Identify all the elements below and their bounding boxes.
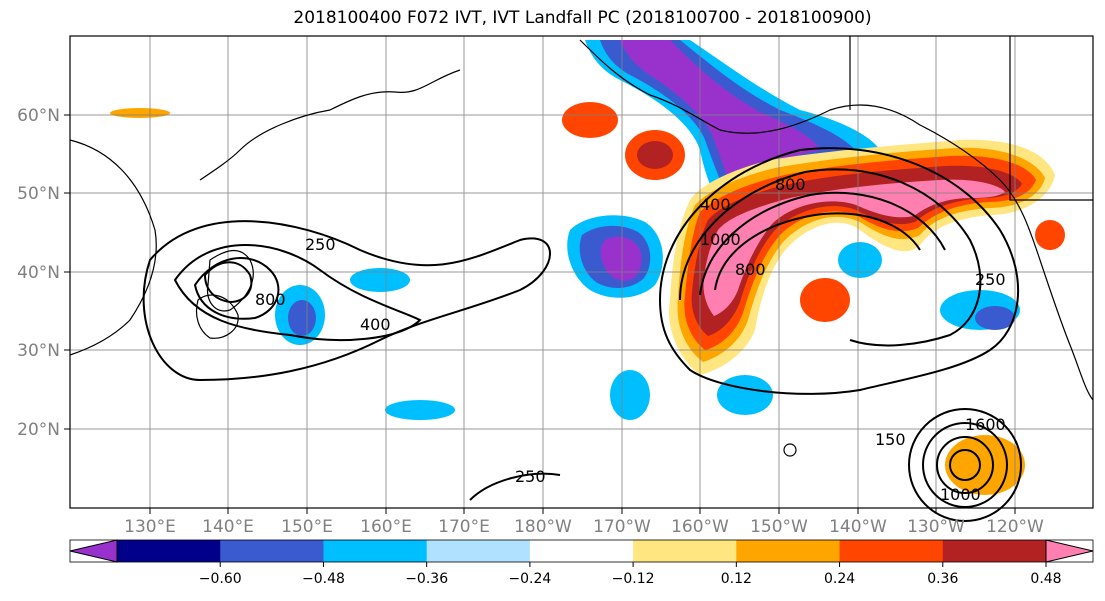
contour-250-south [469,472,561,501]
colorbar-tick-label: −0.60 [199,571,242,587]
lon-label: 130°W [907,517,965,537]
lon-label: 180°W [514,517,572,537]
lon-label: 160°E [360,517,412,537]
japan-honshu [195,294,239,339]
contour-800-east [699,191,946,296]
colorbar-segment [942,540,1047,562]
colorbar-segment [529,540,634,562]
colorbar-extend-high [1045,539,1094,563]
ivt-contours [142,147,1022,522]
hawaii [783,443,797,457]
lat-label: 20°N [17,420,60,440]
colorbar-segment [220,540,324,562]
colorbar-segment [736,540,841,562]
neg-blob-japan-core [288,300,316,336]
colorbar-tick-label: 0.24 [824,571,855,587]
contour-250-east [658,147,1020,395]
lon-label: 140°E [202,517,254,537]
neg-blob-nw1 [350,268,410,292]
map-title: 2018100400 F072 IVT, IVT Landfall PC (20… [293,8,872,28]
lat-label: 50°N [17,184,60,204]
contour-hurricane-1 [949,449,981,481]
colorbar-segment [117,540,221,562]
contour-label-800-e2: 800 [735,260,766,279]
contour-label-800-w: 800 [255,290,286,309]
lon-label: 120°W [986,517,1044,537]
colorbar-tick-label: −0.12 [612,571,655,587]
colorbar-segment [839,540,944,562]
lon-label: 160°W [671,517,729,537]
colorbar-tick-label: −0.24 [508,571,551,587]
pos-blob-bering [562,102,618,138]
neg-blob-hawaii [610,370,650,420]
coastlines [69,36,1094,457]
lon-label: 170°W [593,517,651,537]
border-canada [1009,36,1093,201]
lon-label: 170°E [438,517,490,537]
siberia-coast [199,69,461,181]
lon-label: 150°E [281,517,333,537]
lat-label: 30°N [17,341,60,361]
contour-400-west [173,244,422,341]
pos-blob-ne-pac [800,278,850,322]
contour-label-1000-s: 1000 [940,485,981,504]
contour-label-150: 150 [875,430,906,449]
contour-800-west [193,257,280,320]
neg-blob-cp-core [600,236,642,281]
colorbar: −0.60 −0.48 −0.36 −0.24 −0.12 0.12 0.24 0.36 0.4… [69,539,1094,587]
colorbar-frame [69,539,1094,563]
contour-label-1000-e: 1000 [700,230,741,249]
colorbar-segment [426,540,531,562]
colorbar-tick-label: 0.48 [1030,571,1061,587]
contour-label-400-w: 400 [360,315,391,334]
contour-hurricane-4 [908,408,1022,522]
lon-label: 150°W [750,517,808,537]
pos-blob-far-nw [110,108,170,118]
axis-ticks [64,114,1016,514]
japan-hokkaido [206,250,254,312]
contour-1000-west [203,261,253,304]
colorbar-tick-label: −0.48 [302,571,345,587]
contour-400-east [679,168,982,347]
colorbar-segment [633,540,737,562]
neg-blob-subtropic [717,375,773,415]
contour-250-west [142,220,551,382]
contour-label-800-e: 800 [775,175,806,194]
lon-labels: 130°E 140°E 150°E 160°E 170°E 180°W 170°… [124,517,1044,537]
lat-label: 40°N [17,263,60,283]
lat-label: 60°N [17,106,60,126]
colorbar-tick-label: 0.12 [721,571,752,587]
lon-label: 140°W [829,517,887,537]
asia-coast [69,139,157,356]
colorbar-tick-label: −0.36 [405,571,448,587]
contour-label-group: 250 800 400 400 1000 800 800 250 250 150… [255,175,1006,504]
contour-label-250-s: 250 [515,467,546,486]
contour-label-250-e: 250 [975,270,1006,289]
contour-label-1600: 1600 [965,415,1006,434]
pos-blob-us-west [1035,220,1065,250]
colorbar-tick-label: 0.36 [927,571,958,587]
neg-blob-ne-pac [838,242,882,278]
contour-label-400-e: 400 [700,195,731,214]
na-coast [579,39,1094,401]
neg-blob-west-coast-core [975,306,1015,330]
neg-blob-subtrop-west [385,400,455,420]
pos-blob-aleutian-core [637,141,673,169]
lat-labels: 60°N 50°N 40°N 30°N 20°N [17,106,60,440]
colorbar-segment [323,540,428,562]
colorbar-extend-low [69,539,118,563]
contour-label-250-w: 250 [305,235,336,254]
contour-hurricane-2 [936,436,994,494]
contour-1000-east [714,212,921,291]
lon-label: 130°E [124,517,176,537]
contour-hurricane-3 [922,422,1008,508]
